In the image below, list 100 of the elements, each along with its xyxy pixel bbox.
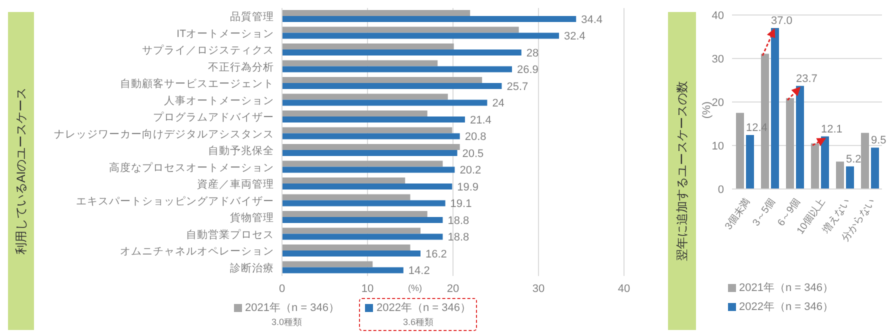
y-tick-label: エキスパートショッピングアドバイザー	[76, 195, 274, 208]
y-tick-label: 資産／車両管理	[197, 178, 274, 191]
bar	[282, 234, 443, 240]
bar	[282, 194, 410, 200]
x-tick-label: 3～5個	[750, 196, 778, 228]
bar	[282, 150, 458, 156]
bar	[836, 162, 844, 189]
legend-label: 2022年（n = 346）	[739, 300, 834, 314]
bar	[861, 132, 869, 189]
data-label: 21.4	[470, 114, 492, 126]
bar	[282, 110, 428, 116]
data-label: 5.2	[846, 153, 862, 166]
y-tick-label: 40	[712, 10, 724, 22]
bar	[282, 166, 455, 173]
y-tick-label: 20	[712, 96, 724, 109]
data-label: 9.5	[871, 134, 886, 147]
bar	[282, 184, 452, 190]
bar	[282, 133, 460, 140]
bar	[282, 217, 443, 223]
y-tick-label: プログラムアドバイザー	[153, 110, 274, 124]
bar	[736, 112, 744, 189]
y-tick-label: 貨物管理	[230, 211, 274, 224]
bar	[282, 244, 410, 250]
y-tick-label: 0	[718, 184, 724, 196]
x-tick-label: 10	[361, 282, 374, 295]
legend-label: 2021年（n = 346）	[245, 301, 340, 315]
data-label: 20.5	[462, 148, 484, 160]
bar	[282, 200, 446, 206]
y-tick-label: オムニチャネルオペレーション	[120, 246, 274, 258]
data-label: 28	[526, 47, 539, 60]
text: 3.6種類	[402, 316, 434, 329]
legend-label: 2021年（n = 346）	[739, 281, 834, 295]
bar	[282, 116, 465, 122]
data-label: 26.9	[516, 64, 538, 76]
bar	[282, 10, 470, 16]
data-label: 23.7	[796, 72, 818, 85]
data-label: 20.8	[464, 131, 486, 144]
bar	[821, 136, 829, 189]
y-tick-label: ナレッジワーカー向けデジタルアシスタンス	[54, 128, 274, 140]
bar	[282, 261, 373, 268]
data-label: 37.0	[771, 15, 792, 28]
x-tick-label: 40	[618, 282, 630, 295]
y-tick-label: ITオートメーション	[176, 28, 274, 40]
x-tick-label: 30	[532, 282, 545, 295]
bar	[282, 228, 421, 234]
bar	[282, 100, 488, 106]
bar	[846, 166, 854, 189]
data-label: 24	[492, 98, 504, 110]
y-tick-label: 人事オートメーション	[164, 94, 274, 107]
data-label: 25.7	[506, 80, 528, 93]
data-label: 12.1	[821, 123, 842, 136]
bar	[282, 250, 421, 256]
y-tick-label: 自動営業プロセス	[186, 228, 274, 241]
bar	[282, 94, 448, 100]
bar	[282, 83, 502, 89]
bar	[871, 148, 879, 189]
y-tick-label: 診断治療	[230, 261, 274, 274]
bar	[282, 50, 522, 56]
x-axis-title: (%)	[408, 283, 422, 293]
bar	[282, 211, 428, 217]
bar	[282, 77, 482, 83]
bar	[282, 127, 452, 134]
bar	[786, 98, 794, 189]
data-label: 14.2	[408, 265, 430, 278]
bar	[282, 267, 404, 274]
bar	[282, 44, 454, 50]
bar	[282, 32, 560, 39]
x-tick-label: 20	[446, 282, 460, 295]
bar	[811, 143, 819, 189]
y-tick-label: 30	[712, 53, 724, 66]
bar	[771, 28, 779, 189]
data-label: 16.2	[426, 248, 447, 260]
bar	[282, 26, 519, 33]
y-axis-title: (%)	[701, 101, 713, 119]
text: 3.0種類	[271, 316, 302, 329]
text: 翌年に追加するユースケースの数	[675, 81, 689, 261]
data-label: 18.8	[448, 214, 470, 227]
bar	[282, 160, 443, 167]
y-tick-label: 自動顧客サービスエージェント	[120, 77, 274, 90]
x-tick-label: 0	[278, 282, 286, 295]
data-label: 19.1	[450, 198, 472, 210]
bar	[282, 144, 460, 150]
bar	[282, 66, 512, 72]
y-tick-label: 品質管理	[230, 10, 274, 24]
bar	[282, 16, 576, 22]
bar	[282, 60, 438, 66]
y-tick-label: 高度なプロセスオートメーション	[109, 160, 274, 174]
y-tick-label: 不正行為分析	[208, 61, 274, 74]
y-tick-label: サプライ／ロジスティクス	[142, 44, 274, 57]
y-tick-label: 10	[712, 140, 724, 152]
data-label: 32.4	[564, 30, 586, 43]
x-tick-label: 3個未満	[722, 196, 753, 232]
text: 利用しているAIのユースケース	[14, 87, 28, 255]
bar	[746, 135, 754, 189]
data-label: 18.8	[448, 232, 470, 244]
y-tick-label: 自動予兆保全	[208, 144, 274, 158]
bar	[282, 178, 406, 184]
bar	[796, 86, 804, 189]
legend-label: 2022年（n = 346）	[376, 301, 471, 315]
data-label: 34.4	[581, 14, 603, 26]
